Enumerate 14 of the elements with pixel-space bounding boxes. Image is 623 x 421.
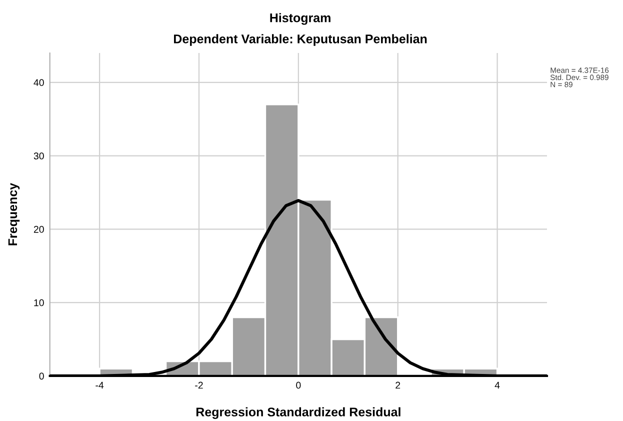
x-tick-label: 0: [296, 382, 301, 389]
y-tick-label: 10: [34, 299, 44, 306]
x-tick-label: -4: [96, 382, 104, 389]
y-tick-label: 20: [34, 226, 44, 233]
y-tick-label: 40: [34, 79, 44, 86]
y-tick-label: 0: [39, 372, 44, 380]
chart-subtitle: Dependent Variable: Keputusan Pembelian: [174, 34, 427, 46]
y-tick-label: 30: [34, 152, 44, 160]
y-axis-title: Frequency: [8, 182, 20, 246]
chart-title: Histogram: [270, 13, 330, 25]
x-tick-label: 2: [396, 382, 400, 389]
x-axis-title: Regression Standardized Residual: [196, 407, 400, 419]
x-tick-label: -2: [195, 382, 203, 389]
x-tick-label: 4: [494, 382, 500, 389]
